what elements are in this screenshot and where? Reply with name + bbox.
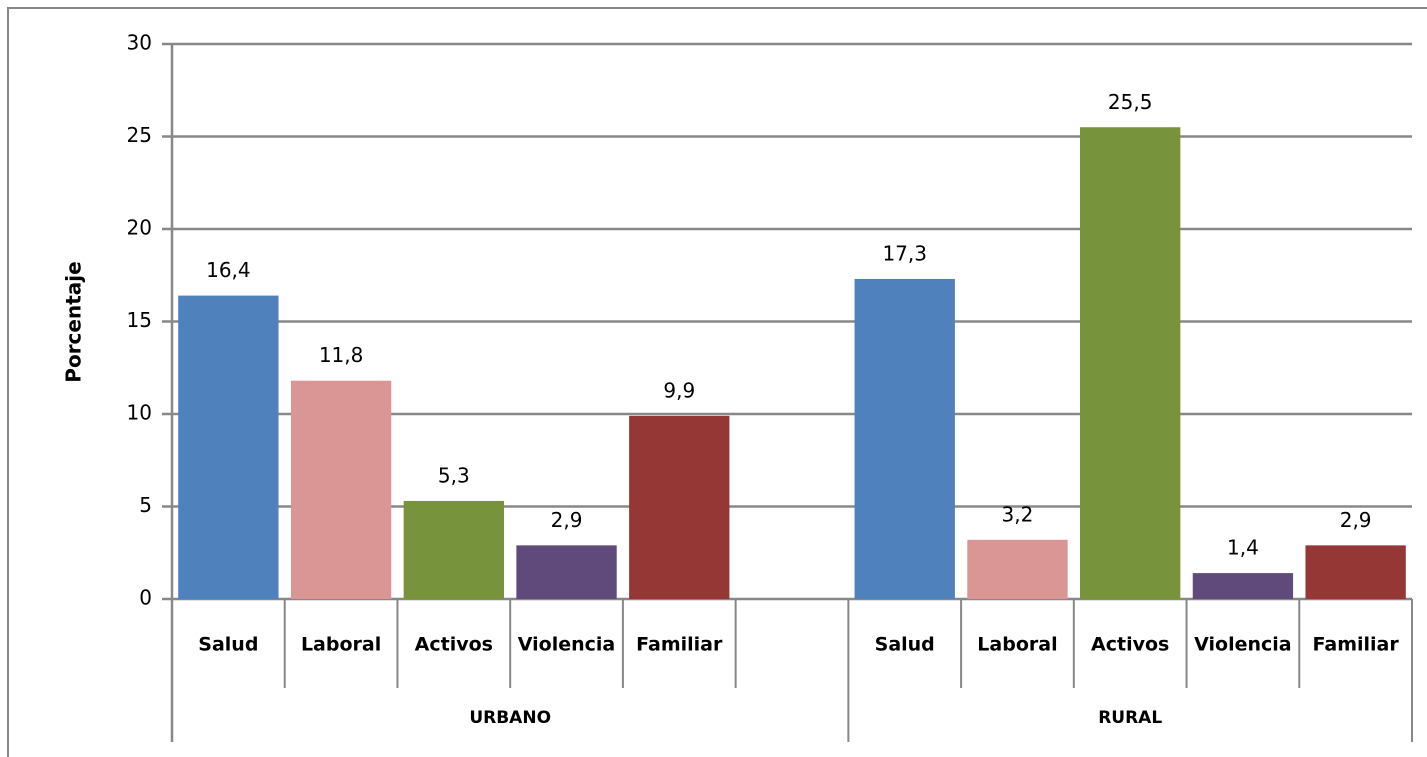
x-tick-label: Activos bbox=[415, 634, 493, 656]
y-tick-label: 10 bbox=[127, 401, 152, 425]
group-label: RURAL bbox=[1098, 708, 1162, 728]
x-tick-label: Activos bbox=[1091, 634, 1169, 656]
data-label: 2,9 bbox=[551, 508, 583, 532]
chart-frame bbox=[7, 7, 1427, 757]
bar bbox=[1080, 127, 1181, 599]
x-tick-label: Familiar bbox=[1313, 634, 1400, 656]
data-label: 16,4 bbox=[206, 258, 251, 282]
y-tick-label: 30 bbox=[127, 31, 152, 55]
y-tick-label: 20 bbox=[127, 216, 152, 240]
x-tick-label: Salud bbox=[875, 634, 935, 656]
x-tick-label: Salud bbox=[198, 634, 258, 656]
bar bbox=[629, 415, 730, 599]
x-tick-label: Laboral bbox=[977, 634, 1057, 656]
data-label: 1,4 bbox=[1227, 536, 1259, 560]
bar bbox=[1305, 545, 1406, 599]
data-label: 11,8 bbox=[319, 343, 364, 367]
data-label: 25,5 bbox=[1108, 90, 1153, 114]
group-label: URBANO bbox=[469, 708, 551, 728]
bar bbox=[178, 295, 279, 599]
bar bbox=[403, 500, 504, 599]
y-tick-label: 25 bbox=[127, 123, 152, 147]
bar bbox=[967, 539, 1068, 599]
y-axis-title: Porcentaje bbox=[62, 261, 86, 382]
y-tick-label: 5 bbox=[139, 493, 152, 517]
y-tick-label: 15 bbox=[127, 308, 152, 332]
data-label: 5,3 bbox=[438, 463, 470, 487]
data-label: 17,3 bbox=[882, 241, 927, 265]
x-tick-label: Violencia bbox=[518, 634, 615, 656]
y-tick-label: 0 bbox=[139, 586, 152, 610]
bar bbox=[1192, 573, 1294, 599]
data-label: 9,9 bbox=[663, 378, 695, 402]
bar bbox=[854, 278, 955, 599]
x-tick-label: Familiar bbox=[636, 634, 723, 656]
data-label: 2,9 bbox=[1340, 508, 1372, 532]
bar bbox=[516, 545, 617, 599]
bar bbox=[290, 380, 392, 599]
data-label: 3,2 bbox=[1002, 502, 1034, 526]
x-tick-label: Laboral bbox=[301, 634, 381, 656]
x-tick-label: Violencia bbox=[1194, 634, 1291, 656]
